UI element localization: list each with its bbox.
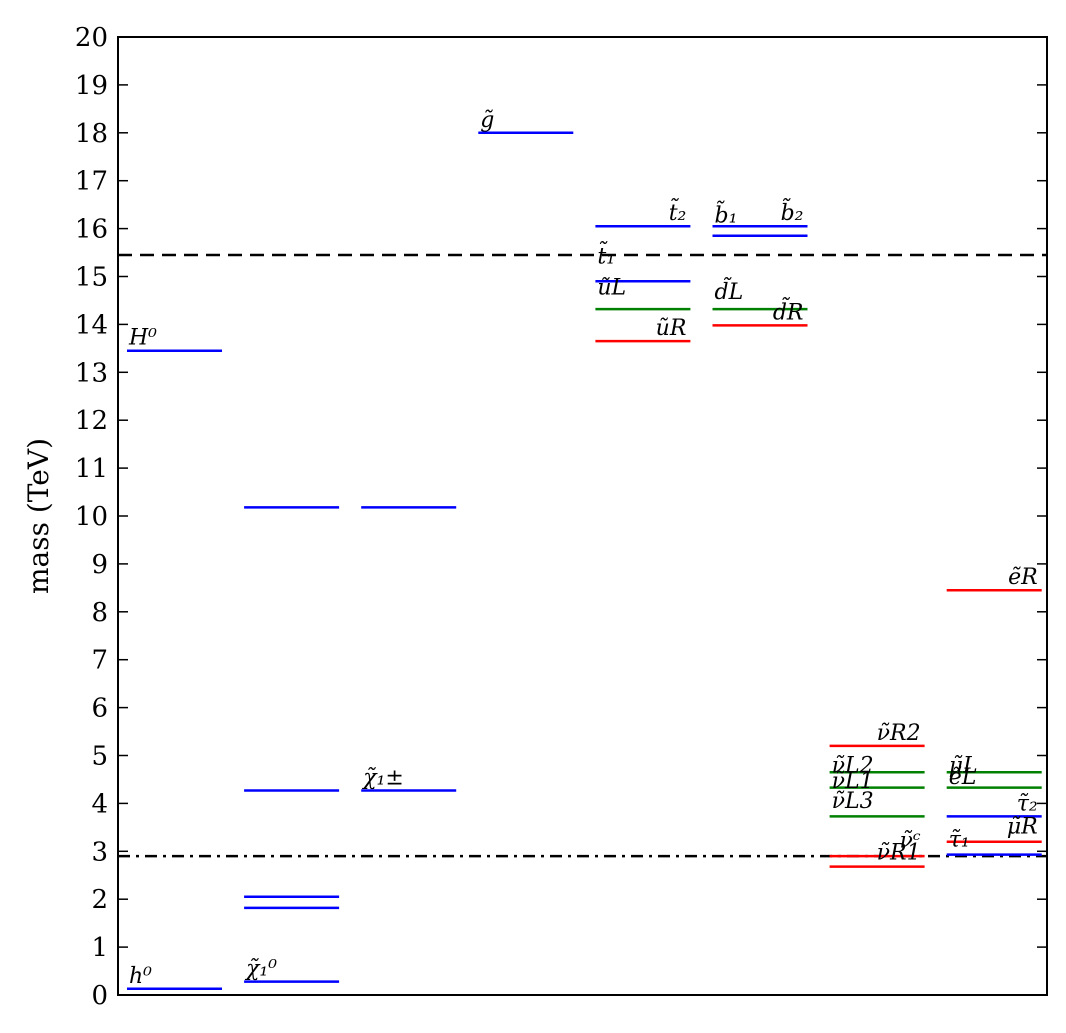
level-label: τ̃₂ [1017,791,1038,816]
level-label: ũL [597,275,626,300]
y-tick-label: 13 [75,358,108,388]
level-label: d̃L [715,275,744,305]
level-label: μ̃L [949,753,978,778]
level-label: b̃₁ [715,199,738,229]
level-label: ν̃ᶜ [899,829,920,854]
y-tick-label: 10 [75,502,108,532]
level-label: ũR [656,316,687,341]
y-tick-label: 9 [91,550,108,580]
y-tick-label: 12 [75,406,108,436]
y-tick-label: 6 [91,694,108,724]
mass-levels [127,131,1042,991]
y-tick-label: 16 [75,215,108,245]
y-tick-label: 19 [75,71,108,101]
y-tick-label: 1 [91,933,108,963]
reference-lines [118,253,1047,858]
level-label: b̃₂ [781,196,804,226]
level-label: h⁰ [129,964,152,989]
y-axis-ticks [118,36,1047,996]
y-tick-label: 3 [91,837,108,867]
level-label: d̃R [773,296,804,326]
level-labels: h⁰ H⁰ χ̃₁⁰ χ̃₁± g̃ t̃₂ t̃₁ ũL ũR b̃₁ b̃₂ d̃L d̃R ν̃R2… [128,108,1038,989]
level-label: χ̃₁± [361,765,404,790]
y-tick-label: 8 [91,598,108,628]
y-tick-label: 18 [75,119,108,149]
y-tick-label: 2 [91,885,108,915]
level-label: τ̃₁ [949,827,970,852]
y-tick-label: 20 [75,23,108,53]
level-label: ẽR [1008,565,1038,590]
level-label: ν̃R1 [877,841,921,866]
level-label: ν̃L1 [832,769,874,794]
y-tick-label: 7 [91,646,108,676]
y-tick-label: 0 [91,981,108,1011]
level-label: t̃₂ [669,196,687,226]
level-label: H⁰ [128,326,157,351]
level-label: t̃₁ [597,240,615,270]
level-label: ν̃L3 [832,789,874,814]
level-label: ẽL [949,765,977,790]
y-tick-label: 14 [75,310,108,340]
y-axis-label: mass (TeV) [22,438,55,594]
level-label: ν̃R2 [877,721,921,746]
y-tick-label: 17 [75,167,108,197]
level-label: χ̃₁⁰ [244,957,277,982]
y-tick-label: 4 [91,789,108,819]
level-label: ν̃L2 [832,753,874,778]
level-label: g̃ [480,108,494,133]
level-label: μ̃R [1007,814,1038,839]
y-tick-label: 5 [91,742,108,772]
y-tick-label: 15 [75,263,108,293]
y-tick-label: 11 [75,454,108,484]
